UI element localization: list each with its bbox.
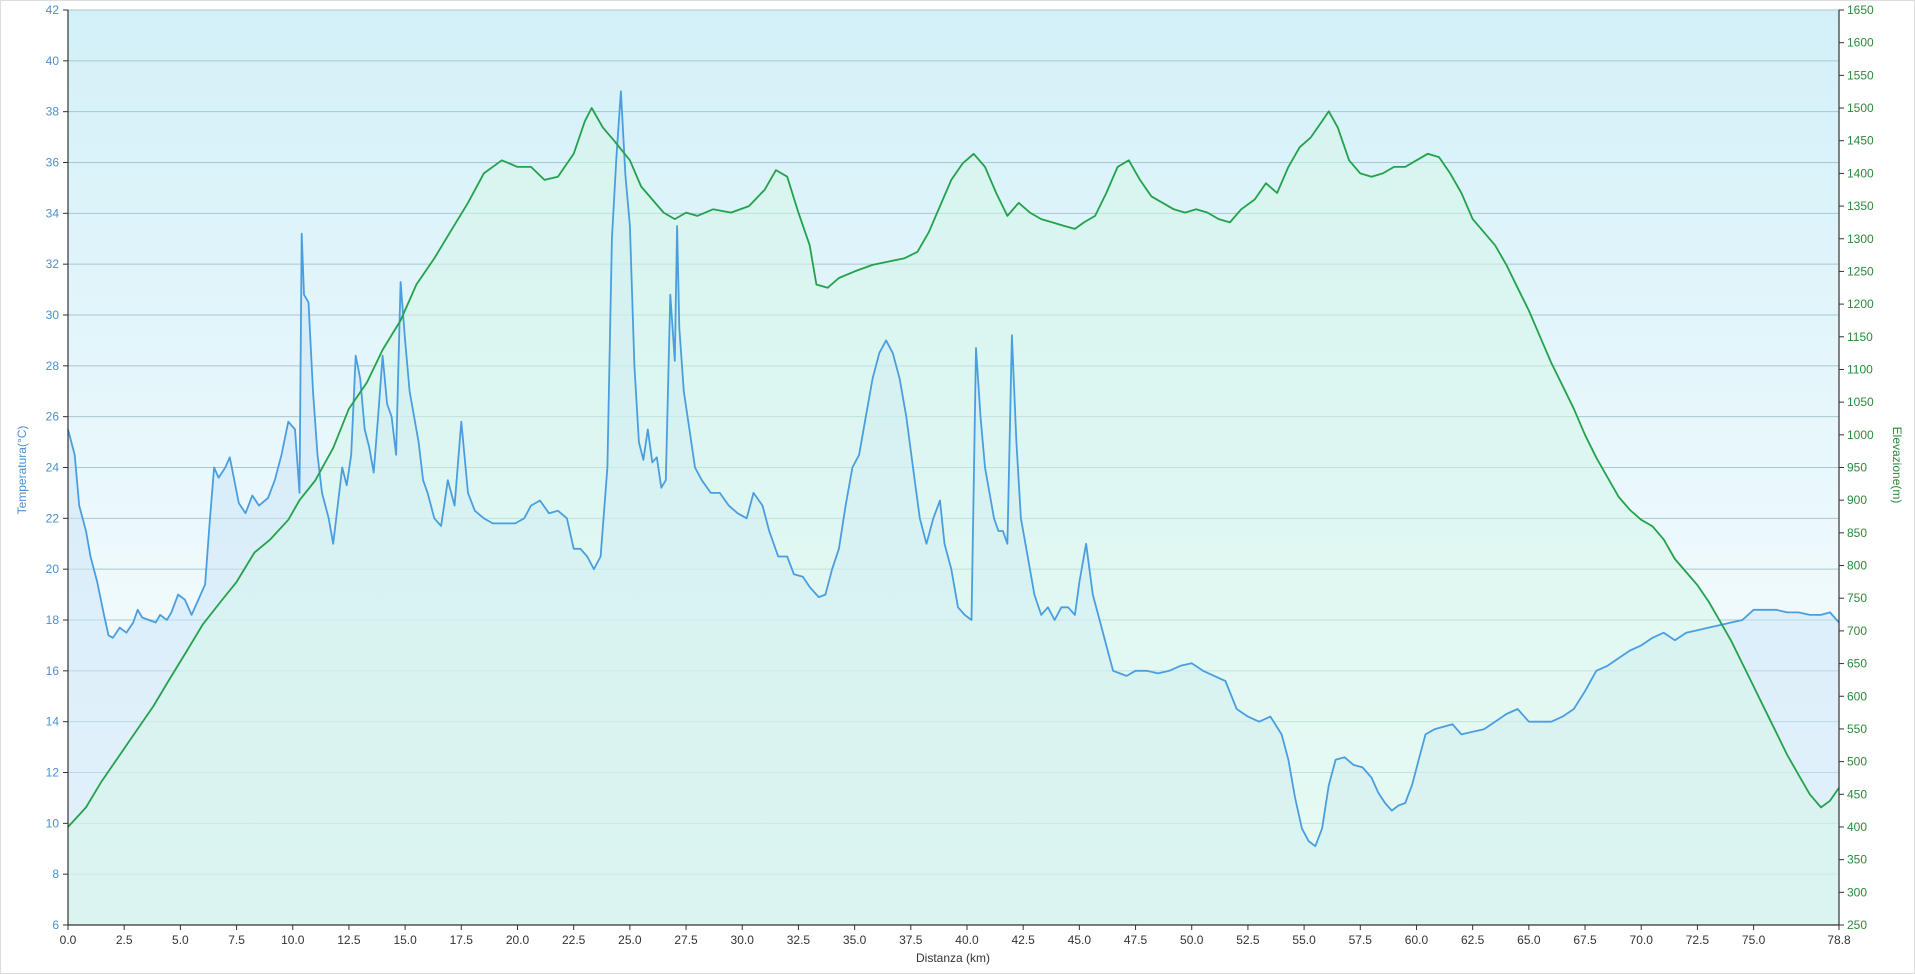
right-tick-label-3: 400 xyxy=(1847,820,1867,834)
x-tick-label-27: 67.5 xyxy=(1573,933,1597,947)
right-tick-label-21: 1300 xyxy=(1847,232,1874,246)
right-tick-label-7: 600 xyxy=(1847,689,1867,703)
right-tick-label-15: 1000 xyxy=(1847,428,1874,442)
x-tick-label-28: 70.0 xyxy=(1630,933,1654,947)
x-tick-label-3: 7.5 xyxy=(228,933,245,947)
right-tick-label-6: 550 xyxy=(1847,722,1867,736)
right-tick-label-24: 1450 xyxy=(1847,134,1874,148)
left-tick-label-2: 10 xyxy=(46,816,60,830)
left-tick-label-5: 16 xyxy=(46,664,60,678)
right-tick-label-23: 1400 xyxy=(1847,166,1874,180)
left-tick-label-15: 36 xyxy=(46,156,60,170)
left-tick-label-4: 14 xyxy=(46,715,60,729)
left-axis-ticks: 6 8 10 12 14 16 18 20 22 24 26 28 30 32 34 36 38 40 42 xyxy=(46,3,68,932)
series-lines xyxy=(67,90,1840,848)
left-tick-label-17: 40 xyxy=(46,54,60,68)
left-tick-label-8: 22 xyxy=(46,511,60,525)
x-tick-label-2: 5.0 xyxy=(172,933,189,947)
x-tick-label-25: 62.5 xyxy=(1461,933,1485,947)
x-tick-label-26: 65.0 xyxy=(1517,933,1541,947)
left-tick-label-14: 34 xyxy=(46,206,60,220)
x-tick-label-16: 40.0 xyxy=(955,933,979,947)
left-tick-label-16: 38 xyxy=(46,105,60,119)
x-tick-label-12: 30.0 xyxy=(731,933,755,947)
x-tick-label-10: 25.0 xyxy=(618,933,642,947)
x-tick-label-1: 2.5 xyxy=(116,933,133,947)
right-tick-label-9: 700 xyxy=(1847,624,1867,638)
x-tick-label-4: 10.0 xyxy=(281,933,305,947)
left-tick-label-1: 8 xyxy=(52,867,59,881)
left-tick-label-0: 6 xyxy=(52,918,59,932)
x-tick-label-29: 72.5 xyxy=(1686,933,1710,947)
right-tick-label-22: 1350 xyxy=(1847,199,1874,213)
x-tick-label-9: 22.5 xyxy=(562,933,586,947)
x-tick-label-23: 57.5 xyxy=(1349,933,1373,947)
left-tick-label-3: 12 xyxy=(46,766,60,780)
left-tick-label-7: 20 xyxy=(46,562,60,576)
x-axis-ticks: 0.0 2.5 5.0 7.5 10.0 12.5 15.0 17.5 20.0 22.5 25.0… xyxy=(60,925,1851,947)
right-tick-label-13: 900 xyxy=(1847,493,1867,507)
left-tick-label-13: 32 xyxy=(46,257,60,271)
left-tick-label-18: 42 xyxy=(46,3,60,17)
right-tick-label-1: 300 xyxy=(1847,885,1867,899)
right-tick-label-27: 1600 xyxy=(1847,36,1874,50)
x-tick-label-11: 27.5 xyxy=(674,933,698,947)
series-area-right xyxy=(68,108,1839,925)
x-tick-label-20: 50.0 xyxy=(1180,933,1204,947)
x-tick-label-14: 35.0 xyxy=(843,933,867,947)
x-tick-label-30: 75.0 xyxy=(1742,933,1766,947)
series-line-right xyxy=(67,107,1840,828)
x-tick-label-31: 78.8 xyxy=(1827,933,1851,947)
x-tick-label-15: 37.5 xyxy=(899,933,923,947)
series-areas xyxy=(68,91,1839,926)
right-axis-ticks: 250 300 350 400 450 500 550 600 650 700 750 800 850 9… xyxy=(1839,3,1874,932)
right-axis-title: Elevazione(m) xyxy=(1890,427,1904,504)
left-tick-label-9: 24 xyxy=(46,461,60,475)
x-tick-label-19: 47.5 xyxy=(1124,933,1148,947)
right-tick-label-18: 1150 xyxy=(1847,330,1873,344)
x-axis-title: Distanza (km) xyxy=(916,951,990,965)
left-tick-label-12: 30 xyxy=(46,308,60,322)
x-tick-label-6: 15.0 xyxy=(393,933,417,947)
right-tick-label-10: 750 xyxy=(1847,591,1867,605)
right-tick-label-8: 650 xyxy=(1847,657,1867,671)
right-tick-label-14: 950 xyxy=(1847,461,1867,475)
right-tick-label-4: 450 xyxy=(1847,787,1867,801)
x-tick-label-5: 12.5 xyxy=(337,933,361,947)
right-tick-label-5: 500 xyxy=(1847,755,1867,769)
right-tick-label-20: 1250 xyxy=(1847,264,1874,278)
right-tick-label-12: 850 xyxy=(1847,526,1867,540)
left-tick-label-11: 28 xyxy=(46,359,60,373)
right-tick-label-28: 1650 xyxy=(1847,3,1874,17)
right-tick-label-2: 350 xyxy=(1847,853,1867,867)
x-tick-label-17: 42.5 xyxy=(1011,933,1035,947)
right-tick-label-17: 1100 xyxy=(1847,362,1873,376)
left-tick-label-6: 18 xyxy=(46,613,60,627)
right-tick-label-25: 1500 xyxy=(1847,101,1874,115)
right-tick-label-16: 1050 xyxy=(1847,395,1874,409)
x-tick-label-7: 17.5 xyxy=(450,933,474,947)
x-tick-label-0: 0.0 xyxy=(60,933,77,947)
x-tick-label-24: 60.0 xyxy=(1405,933,1429,947)
x-tick-label-13: 32.5 xyxy=(787,933,811,947)
x-tick-label-18: 45.0 xyxy=(1068,933,1092,947)
x-tick-label-22: 55.0 xyxy=(1292,933,1316,947)
left-axis-title: Temperatura(°C) xyxy=(15,426,29,515)
series-line-left xyxy=(67,90,1840,848)
x-tick-label-21: 52.5 xyxy=(1236,933,1260,947)
right-tick-label-0: 250 xyxy=(1847,918,1867,932)
left-tick-label-10: 26 xyxy=(46,410,60,424)
x-tick-label-8: 20.0 xyxy=(506,933,530,947)
right-tick-label-11: 800 xyxy=(1847,559,1867,573)
right-tick-label-19: 1200 xyxy=(1847,297,1874,311)
right-tick-label-26: 1550 xyxy=(1847,68,1874,82)
